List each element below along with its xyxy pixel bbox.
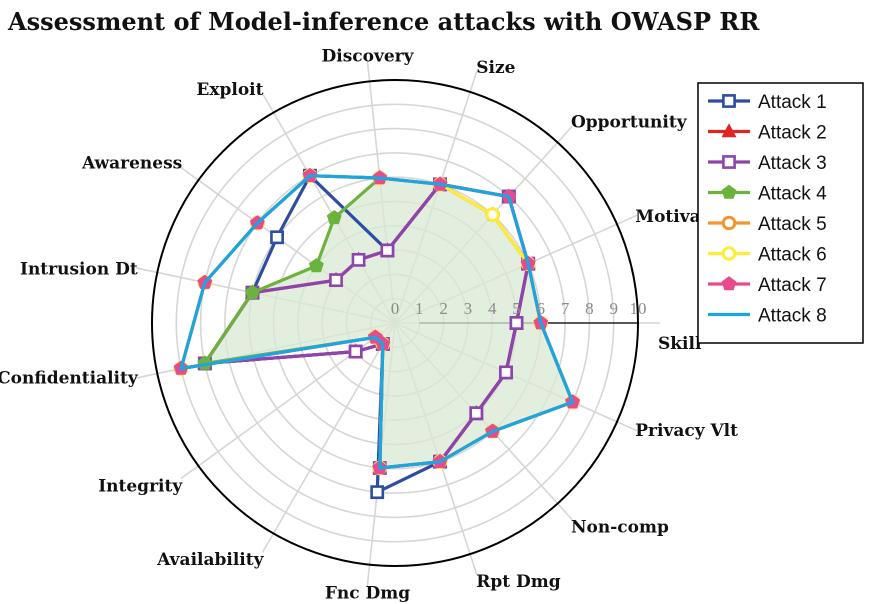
legend-item-attack-8: Attack 8 <box>708 306 827 327</box>
point-attack-3-privacy-vlt <box>499 365 513 380</box>
legend-label-attack-5: Attack 5 <box>758 214 827 235</box>
area-fill-attack-4 <box>204 178 573 468</box>
series-attack-8 <box>178 174 575 470</box>
radar-series-group <box>173 167 580 500</box>
tick-label-0: 0 <box>391 299 400 318</box>
legend-item-attack-1: Attack 1 <box>708 92 827 113</box>
tick-label-4: 4 <box>488 299 497 318</box>
tick-label-3: 3 <box>464 299 473 318</box>
legend-marker-attack-3 <box>722 155 736 169</box>
legend-marker-attack-4 <box>721 184 737 199</box>
axis-label-privacy-vlt: Privacy Vlt <box>635 421 738 441</box>
tick-label-6: 6 <box>537 299 546 318</box>
axis-label-discovery: Discovery <box>322 46 415 66</box>
legend-label-attack-8: Attack 8 <box>758 306 827 327</box>
point-attack-3-non-comp <box>469 406 484 421</box>
legend-marker-attack-2 <box>721 123 737 138</box>
tick-label-2: 2 <box>439 299 448 318</box>
axis-label-integrity: Integrity <box>98 477 183 497</box>
legend-label-attack-1: Attack 1 <box>758 92 827 113</box>
spoke-availability <box>261 322 396 553</box>
chart-title: Assessment of Model-inference attacks wi… <box>7 7 760 36</box>
tick-label-10: 10 <box>630 299 647 318</box>
point-attack-3-awareness <box>329 273 343 288</box>
point-attack-1-awareness <box>270 230 284 245</box>
axis-label-skill: Skill <box>658 334 702 354</box>
radar-fill-area <box>204 178 573 468</box>
point-attack-3-integrity <box>348 344 363 359</box>
series-line-attack-8 <box>178 174 575 470</box>
point-attack-3-discovery <box>380 243 395 258</box>
point-attack-4-intrusion-dt <box>244 284 260 299</box>
point-attack-1-fnc-dmg <box>370 485 385 500</box>
legend-marker-attack-7 <box>721 276 737 291</box>
legend-label-attack-3: Attack 3 <box>758 153 827 174</box>
legend-label-attack-2: Attack 2 <box>758 123 827 144</box>
axis-label-intrusion-dt: Intrusion Dt <box>20 259 138 279</box>
axis-label-rpt-dmg: Rpt Dmg <box>476 572 561 592</box>
legend-box <box>697 82 864 344</box>
point-attack-3-exploit <box>351 252 366 267</box>
radial-tick-labels: 0 1 2 3 4 5 6 7 8 9 10 <box>391 299 647 318</box>
point-attack-4-awareness <box>308 258 324 273</box>
axis-label-confidentiality: Confidentiality <box>0 369 139 389</box>
axis-label-awareness: Awareness <box>81 153 182 173</box>
axis-label-size: Size <box>476 58 515 78</box>
legend-marker-attack-1 <box>722 94 736 108</box>
point-attack-4-exploit <box>326 209 342 225</box>
legend-item-attack-2: Attack 2 <box>708 123 827 144</box>
legend-item-attack-6: Attack 6 <box>708 245 827 266</box>
legend-marker-attack-6 <box>721 246 737 261</box>
point-attack-6-opportunity <box>485 207 500 222</box>
tick-label-8: 8 <box>585 299 594 318</box>
legend: Attack 1 Attack 2 Attack 3 Attack 4 Attack 5… <box>697 82 864 344</box>
legend-label-attack-4: Attack 4 <box>758 184 827 205</box>
legend-item-attack-7: Attack 7 <box>708 275 827 296</box>
legend-item-attack-5: Attack 5 <box>708 214 827 235</box>
legend-item-attack-3: Attack 3 <box>708 153 827 174</box>
axis-label-exploit: Exploit <box>196 80 263 100</box>
axis-label-opportunity: Opportunity <box>571 113 688 133</box>
axis-label-availability: Availability <box>156 550 264 570</box>
axis-labels: SkillMotivationOpportunitySizeDiscoveryE… <box>0 46 739 603</box>
legend-label-attack-6: Attack 6 <box>758 245 827 266</box>
tick-label-5: 5 <box>512 299 521 318</box>
tick-label-1: 1 <box>415 299 424 318</box>
legend-item-attack-4: Attack 4 <box>708 184 827 205</box>
tick-label-9: 9 <box>609 299 618 318</box>
axis-label-fnc-dmg: Fnc Dmg <box>325 584 410 604</box>
legend-label-attack-7: Attack 7 <box>758 275 827 296</box>
point-attack-3-skill <box>509 316 524 330</box>
axis-label-non-comp: Non-comp <box>571 517 669 537</box>
tick-label-7: 7 <box>561 299 570 318</box>
legend-marker-attack-5 <box>721 215 737 231</box>
